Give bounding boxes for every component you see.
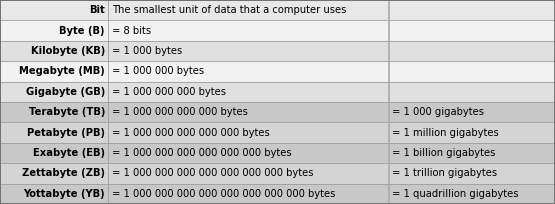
Bar bbox=[388, 122, 555, 143]
Bar bbox=[0, 184, 108, 204]
Text: Kilobyte (KB): Kilobyte (KB) bbox=[31, 46, 105, 56]
Bar bbox=[108, 143, 388, 163]
Bar bbox=[108, 163, 388, 184]
Bar bbox=[108, 61, 388, 82]
Text: = 1 000 bytes: = 1 000 bytes bbox=[112, 46, 183, 56]
Text: = 1 quadrillion gigabytes: = 1 quadrillion gigabytes bbox=[392, 189, 519, 199]
Text: = 1 billion gigabytes: = 1 billion gigabytes bbox=[392, 148, 496, 158]
Text: = 1 000 000 000 000 000 000 bytes: = 1 000 000 000 000 000 000 bytes bbox=[112, 148, 292, 158]
Text: Terabyte (TB): Terabyte (TB) bbox=[28, 107, 105, 117]
Text: = 1 000 000 000 000 bytes: = 1 000 000 000 000 bytes bbox=[112, 107, 248, 117]
Bar bbox=[0, 41, 108, 61]
Text: Yottabyte (YB): Yottabyte (YB) bbox=[23, 189, 105, 199]
Bar bbox=[0, 143, 108, 163]
Bar bbox=[108, 122, 388, 143]
Bar bbox=[108, 0, 388, 20]
Text: The smallest unit of data that a computer uses: The smallest unit of data that a compute… bbox=[112, 5, 346, 15]
Text: = 1 000 000 000 000 000 000 000 000 bytes: = 1 000 000 000 000 000 000 000 000 byte… bbox=[112, 189, 335, 199]
Text: Bit: Bit bbox=[89, 5, 105, 15]
Text: = 8 bits: = 8 bits bbox=[112, 26, 151, 36]
Text: = 1 trillion gigabytes: = 1 trillion gigabytes bbox=[392, 168, 497, 178]
Bar bbox=[388, 102, 555, 122]
Bar bbox=[0, 82, 108, 102]
Bar bbox=[0, 20, 108, 41]
Bar bbox=[108, 41, 388, 61]
Text: Zettabyte (ZB): Zettabyte (ZB) bbox=[22, 168, 105, 178]
Text: = 1 000 000 000 bytes: = 1 000 000 000 bytes bbox=[112, 87, 226, 97]
Bar bbox=[0, 102, 108, 122]
Bar bbox=[108, 102, 388, 122]
Bar bbox=[388, 61, 555, 82]
Text: = 1 000 gigabytes: = 1 000 gigabytes bbox=[392, 107, 485, 117]
Bar bbox=[0, 0, 108, 20]
Text: Gigabyte (GB): Gigabyte (GB) bbox=[26, 87, 105, 97]
Text: Megabyte (MB): Megabyte (MB) bbox=[19, 66, 105, 76]
Bar bbox=[388, 184, 555, 204]
Bar bbox=[388, 20, 555, 41]
Bar bbox=[388, 82, 555, 102]
Bar bbox=[0, 122, 108, 143]
Bar bbox=[0, 163, 108, 184]
Text: Byte (B): Byte (B) bbox=[59, 26, 105, 36]
Text: = 1 000 000 000 000 000 bytes: = 1 000 000 000 000 000 bytes bbox=[112, 128, 270, 138]
Text: = 1 million gigabytes: = 1 million gigabytes bbox=[392, 128, 499, 138]
Bar bbox=[388, 0, 555, 20]
Bar bbox=[0, 61, 108, 82]
Bar bbox=[388, 143, 555, 163]
Bar bbox=[108, 20, 388, 41]
Text: Exabyte (EB): Exabyte (EB) bbox=[33, 148, 105, 158]
Bar bbox=[108, 184, 388, 204]
Bar bbox=[388, 41, 555, 61]
Bar bbox=[108, 82, 388, 102]
Text: = 1 000 000 bytes: = 1 000 000 bytes bbox=[112, 66, 204, 76]
Text: = 1 000 000 000 000 000 000 000 bytes: = 1 000 000 000 000 000 000 000 bytes bbox=[112, 168, 314, 178]
Text: Petabyte (PB): Petabyte (PB) bbox=[27, 128, 105, 138]
Bar bbox=[388, 163, 555, 184]
